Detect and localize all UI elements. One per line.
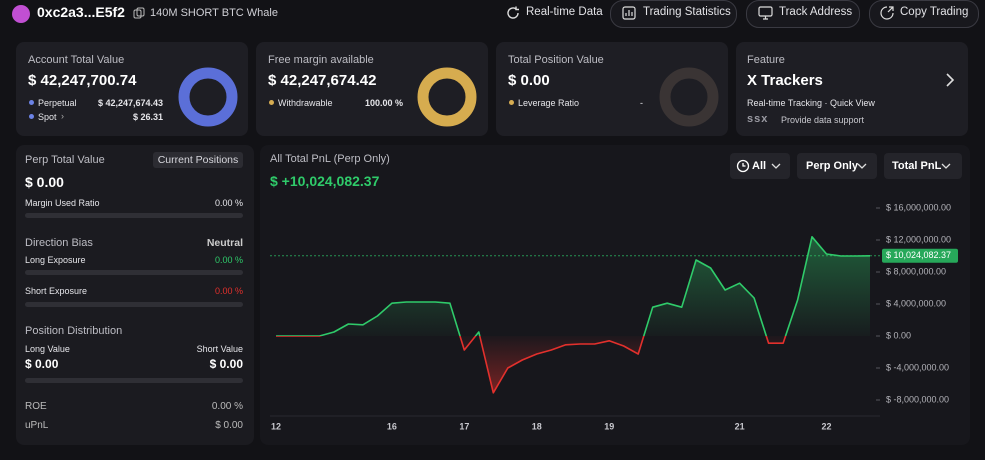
stats-icon bbox=[622, 6, 636, 20]
row-value: $ 26.31 bbox=[132, 112, 163, 122]
dot bbox=[269, 100, 274, 105]
label: Short Exposure bbox=[25, 286, 88, 296]
track-button-label[interactable]: Track Address bbox=[779, 6, 853, 18]
copy-icon[interactable] bbox=[133, 7, 145, 19]
card-title: Total Position Value bbox=[508, 54, 604, 66]
row-value: $ 42,247,674.43 bbox=[97, 98, 163, 108]
card-title: Free margin available bbox=[268, 54, 374, 66]
x-tick-label: 22 bbox=[822, 421, 832, 431]
y-tick-label: $ -4,000,000.00 bbox=[886, 362, 949, 372]
reference-badge bbox=[882, 248, 958, 263]
pnl-line bbox=[276, 236, 871, 394]
avatar bbox=[12, 5, 30, 23]
feature-title: Feature bbox=[747, 54, 785, 66]
dropdown-label[interactable]: All bbox=[752, 160, 767, 172]
y-tick-label: $ -8,000,000.00 bbox=[886, 394, 949, 404]
label: Long Exposure bbox=[25, 255, 86, 265]
label: Short Value bbox=[196, 344, 243, 354]
value: 0.00 % bbox=[214, 198, 243, 208]
progress-bar bbox=[25, 378, 243, 383]
value: $ 0.00 bbox=[215, 420, 243, 431]
chevron: › bbox=[61, 111, 64, 121]
feature-description: Real-time Tracking · Quick View bbox=[747, 98, 875, 108]
wallet-tag: 140M SHORT BTC Whale bbox=[150, 7, 278, 19]
x-tick-label: 16 bbox=[387, 421, 397, 431]
card-title: Account Total Value bbox=[28, 54, 125, 66]
dot bbox=[29, 100, 34, 105]
y-tick-label: $ 16,000,000.00 bbox=[886, 202, 951, 212]
feature-card[interactable] bbox=[736, 42, 968, 136]
dot bbox=[29, 114, 34, 119]
address: 0xc2a3...E5f2 bbox=[37, 4, 125, 20]
dropdown-label[interactable]: Perp Only bbox=[806, 160, 858, 172]
label: Long Value bbox=[25, 344, 70, 354]
x-tick-label: 19 bbox=[604, 421, 614, 431]
refresh-icon bbox=[507, 6, 519, 19]
row-label: Perpetual bbox=[38, 98, 77, 108]
feature-support: Provide data support bbox=[781, 115, 865, 125]
card-value: $ 42,247,674.42 bbox=[268, 72, 377, 89]
realtime-button[interactable]: Real-time Data bbox=[526, 6, 603, 18]
card-value: $ 0.00 bbox=[508, 72, 550, 89]
value: 0.00 % bbox=[211, 401, 243, 412]
chart-title: All Total PnL (Perp Only) bbox=[270, 153, 390, 165]
label: Perp Total Value bbox=[25, 154, 105, 166]
copy-trading-icon bbox=[880, 6, 894, 20]
progress-bar bbox=[25, 213, 243, 218]
row-value: 100.00 % bbox=[364, 98, 403, 108]
feature-logo: ssx bbox=[747, 113, 769, 125]
x-tick-label: 21 bbox=[735, 421, 745, 431]
y-tick-label: $ 0.00 bbox=[886, 330, 911, 340]
x-tick-label: 18 bbox=[532, 421, 542, 431]
value: $ 0.00 bbox=[25, 174, 64, 190]
label: Direction Bias bbox=[25, 237, 93, 249]
pnl-area bbox=[276, 236, 870, 393]
dot bbox=[509, 100, 514, 105]
copy-button-label[interactable]: Copy Trading bbox=[900, 6, 969, 18]
row-label: Leverage Ratio bbox=[518, 98, 580, 108]
x-tick-label: 17 bbox=[459, 421, 469, 431]
value: $ 0.00 bbox=[25, 357, 59, 371]
label: Position Distribution bbox=[25, 325, 123, 337]
y-tick-label: $ 4,000,000.00 bbox=[886, 298, 946, 308]
value: 0.00 % bbox=[214, 286, 243, 296]
track-button[interactable] bbox=[746, 0, 860, 28]
chart-subtitle: $ +10,024,082.37 bbox=[270, 173, 380, 189]
donut bbox=[659, 67, 719, 127]
y-tick-label: $ 8,000,000.00 bbox=[886, 266, 946, 276]
progress-bar bbox=[25, 302, 243, 307]
row-label[interactable]: Spot bbox=[38, 112, 57, 122]
label: uPnL bbox=[25, 420, 49, 431]
donut bbox=[178, 67, 238, 127]
feature-name: X Trackers bbox=[747, 72, 823, 89]
clock-icon bbox=[736, 159, 750, 173]
label: Margin Used Ratio bbox=[25, 198, 100, 208]
value: Neutral bbox=[206, 237, 243, 249]
row-value: - bbox=[640, 98, 643, 108]
row-label: Withdrawable bbox=[278, 98, 333, 108]
progress-bar bbox=[25, 270, 243, 275]
card-value: $ 42,247,700.74 bbox=[28, 72, 137, 89]
monitor-icon bbox=[758, 6, 773, 20]
donut bbox=[417, 67, 477, 127]
value: 0.00 % bbox=[214, 255, 243, 265]
value: $ 0.00 bbox=[209, 357, 243, 371]
positions-panel bbox=[16, 145, 254, 445]
copy-button[interactable] bbox=[869, 0, 979, 28]
dropdown-label[interactable]: Total PnL bbox=[892, 160, 942, 172]
feature-arrow[interactable] bbox=[945, 73, 955, 87]
badge[interactable]: Current Positions bbox=[153, 152, 243, 168]
stats-button-label[interactable]: Trading Statistics bbox=[643, 6, 731, 18]
range-dropdown[interactable] bbox=[730, 153, 790, 179]
label: ROE bbox=[25, 401, 47, 412]
metric-dropdown[interactable] bbox=[884, 153, 962, 179]
y-tick-label: $ 12,000,000.00 bbox=[886, 234, 951, 244]
x-tick-label: 12 bbox=[271, 421, 281, 431]
reference-label: $ 10,024,082.37 bbox=[886, 250, 951, 260]
stats-button[interactable] bbox=[610, 0, 737, 28]
